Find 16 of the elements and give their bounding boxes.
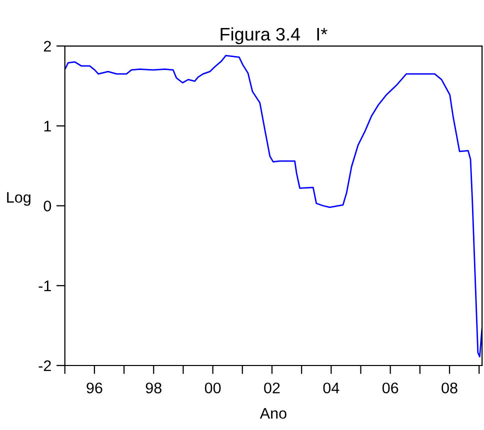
y-tick-label: 2 — [44, 40, 51, 52]
y-tick-label: 1 — [44, 120, 51, 132]
line-series — [64, 54, 482, 358]
x-tick-label: 04 — [323, 382, 340, 394]
y-tick-label: -1 — [38, 280, 51, 292]
x-tick-label: 98 — [146, 382, 162, 394]
x-tick-label: 96 — [86, 382, 102, 394]
y-tick-label: 0 — [44, 200, 52, 212]
x-tick-label: 02 — [264, 382, 280, 394]
chart-title: Figura 3.4 I* — [220, 27, 328, 44]
x-tick-label: 08 — [442, 382, 458, 394]
x-tick-label: 00 — [204, 382, 221, 394]
y-axis-title: Log — [7, 192, 30, 206]
x-axis-title: Ano — [260, 408, 286, 419]
y-tick-label: -2 — [38, 360, 51, 372]
x-tick-label: 06 — [382, 382, 398, 394]
